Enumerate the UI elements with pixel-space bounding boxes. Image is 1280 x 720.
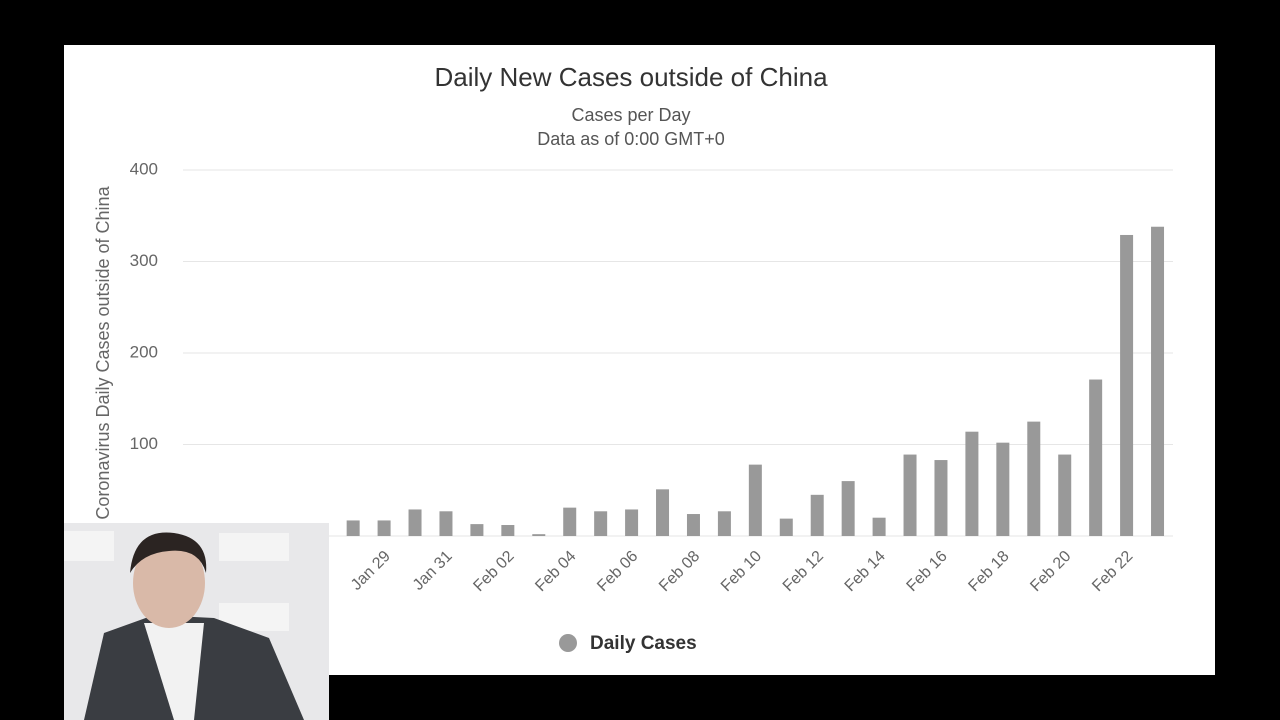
bar [810,494,824,536]
bar [965,431,979,536]
chart-subtitle: Cases per Day [571,105,690,125]
person-shirt [144,623,204,720]
bar [841,481,855,536]
bar [625,509,639,536]
bar [1058,454,1072,536]
chart-subtitle: Data as of 0:00 GMT+0 [537,129,725,149]
y-tick-label: 400 [130,159,158,178]
bar [903,454,917,536]
bar [532,534,546,536]
bar [1089,379,1103,536]
bar [1151,226,1165,537]
bar [996,442,1010,536]
bar [563,507,577,536]
webcam-overlay [64,523,329,720]
backdrop-logo [64,531,114,561]
bar [470,524,484,536]
y-axis-label: Coronavirus Daily Cases outside of China [93,185,113,519]
person-hair [130,532,207,573]
backdrop-logo [219,533,289,561]
bar [594,511,608,536]
bar [934,460,948,536]
bar [408,509,422,536]
y-tick-label: 300 [130,251,158,270]
y-tick-label: 200 [130,342,158,361]
legend-marker [559,634,577,652]
bar [439,511,453,536]
bar [1120,234,1134,536]
bar [779,518,793,536]
bar [1027,421,1041,536]
bar [377,520,391,536]
bar [501,525,515,536]
bar [686,514,700,536]
y-tick-label: 100 [130,434,158,453]
bar [717,511,731,536]
bar [656,489,670,536]
bar [872,517,886,536]
bar [748,464,762,536]
bar [346,520,360,536]
legend-label: Daily Cases [590,633,697,654]
person-face [133,538,205,628]
chart-title: Daily New Cases outside of China [434,62,828,92]
